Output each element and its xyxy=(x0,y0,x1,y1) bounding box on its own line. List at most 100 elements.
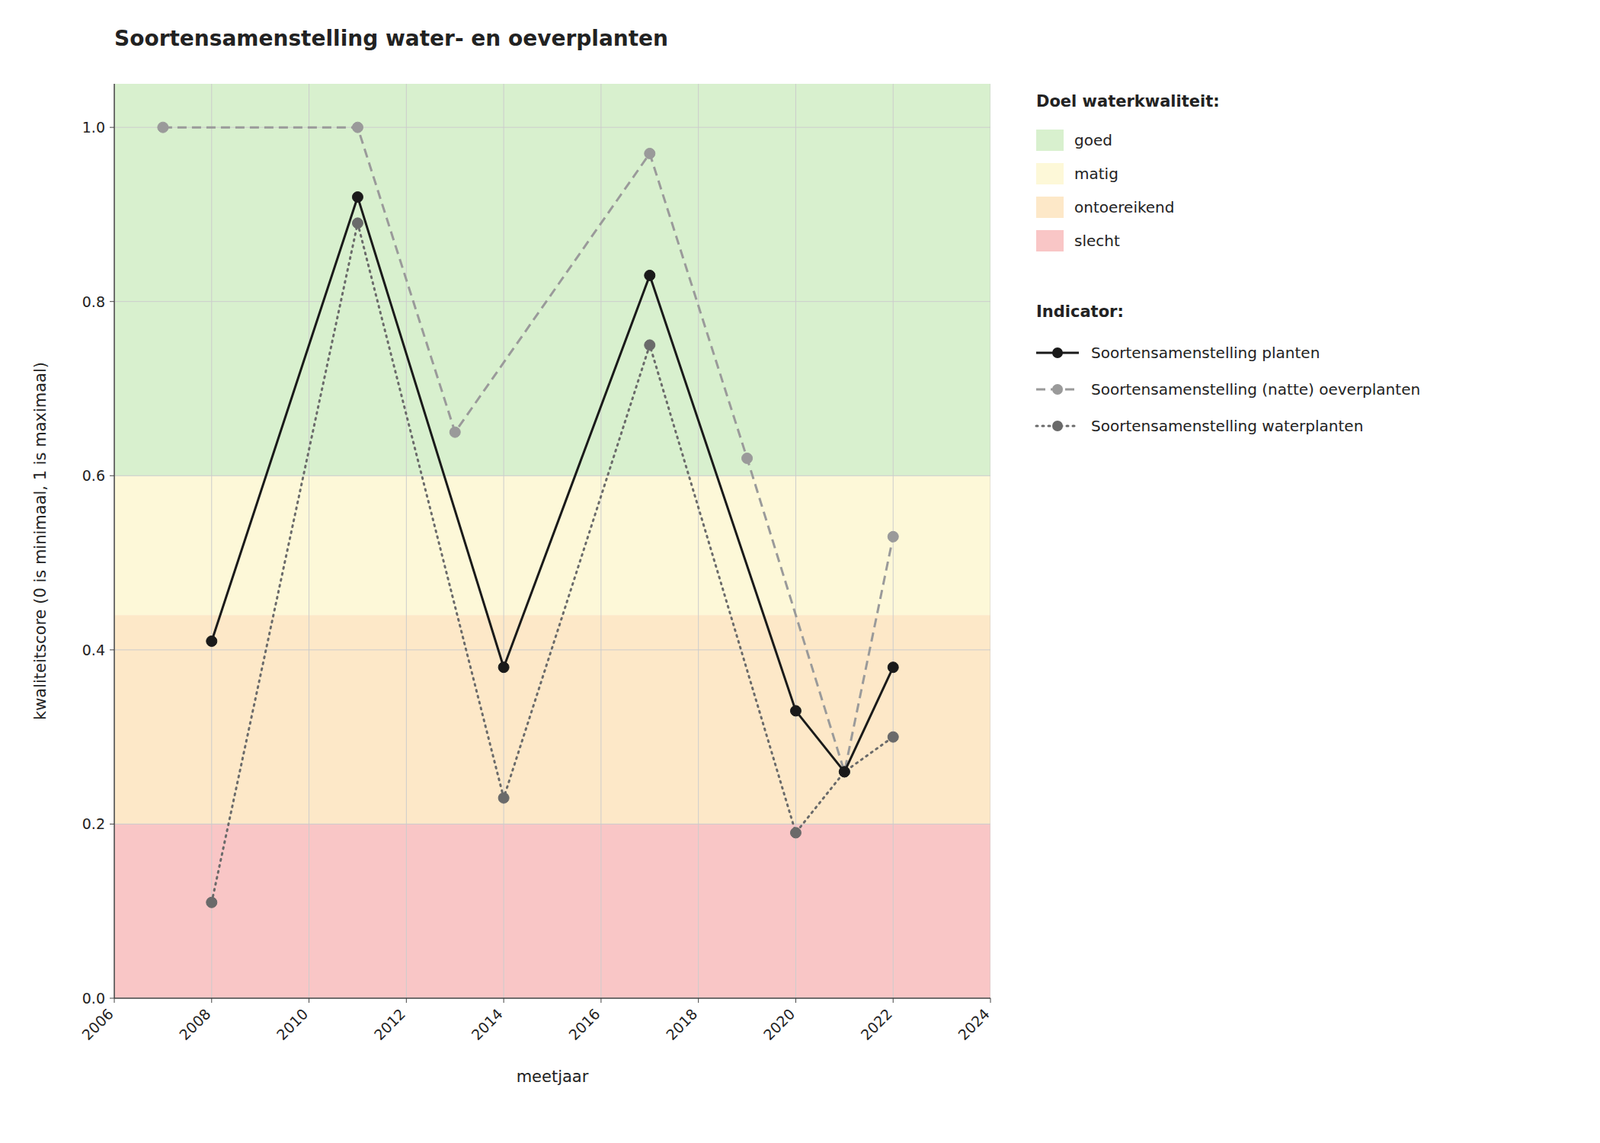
series-marker xyxy=(790,705,801,717)
series-marker xyxy=(838,766,850,778)
legend-title: Indicator: xyxy=(1036,302,1124,321)
y-axis-line xyxy=(113,83,116,999)
series-marker xyxy=(838,766,850,778)
x-tick xyxy=(406,998,407,1003)
series-marker xyxy=(790,827,801,839)
series-marker xyxy=(838,766,850,778)
grid-line-y xyxy=(114,127,991,128)
y-tick-label: 0.4 xyxy=(82,641,106,659)
y-tick xyxy=(109,823,115,825)
plot-area xyxy=(114,83,991,999)
series-marker xyxy=(644,339,656,351)
legend-title: Doel waterkwaliteit: xyxy=(1036,92,1220,111)
legend-marker xyxy=(1052,420,1063,432)
legend-swatch xyxy=(1036,129,1064,151)
series-marker xyxy=(742,452,753,464)
legend-marker xyxy=(1052,384,1063,395)
y-tick xyxy=(109,127,115,128)
series-marker xyxy=(498,662,509,673)
y-tick-label: 0.2 xyxy=(82,815,106,832)
y-tick xyxy=(109,475,115,477)
legend-swatch xyxy=(1036,163,1064,185)
series-marker xyxy=(352,121,363,133)
series-marker xyxy=(498,792,509,804)
grid-line-y xyxy=(114,649,991,650)
band-legend: Doel waterkwaliteit: goed matig ontoereiken… xyxy=(1036,92,1220,252)
x-tick-label: 2022 xyxy=(857,1004,896,1044)
grid-line-x xyxy=(308,83,310,999)
grid-line-x xyxy=(406,83,407,999)
legend-label: goed xyxy=(1074,131,1113,150)
x-tick xyxy=(114,998,116,1003)
series xyxy=(157,121,899,778)
y-tick-label: 1.0 xyxy=(82,118,106,136)
series-line xyxy=(211,197,893,772)
grid-line-y xyxy=(114,300,991,302)
grid-line-x xyxy=(795,83,797,999)
legend-marker xyxy=(1052,347,1063,359)
x-tick xyxy=(600,998,602,1003)
x-tick-label: 2010 xyxy=(273,1004,312,1044)
legend-label: slecht xyxy=(1074,231,1120,250)
series-marker xyxy=(352,217,363,229)
x-axis-line xyxy=(114,997,991,999)
x-tick-label: 2020 xyxy=(760,1004,799,1044)
x-tick-label: 2018 xyxy=(662,1004,701,1044)
y-tick-label: 0.0 xyxy=(82,989,106,1007)
legend-label: Soortensamenstelling waterplanten xyxy=(1091,416,1364,436)
series-marker xyxy=(887,531,899,542)
x-tick-label: 2014 xyxy=(467,1004,506,1044)
x-tick-label: 2006 xyxy=(78,1004,117,1044)
x-tick xyxy=(990,998,992,1003)
chart-container: Soortensamenstelling water- en oeverplan… xyxy=(0,0,1600,1143)
grid-line-y xyxy=(114,475,991,477)
y-tick-label: 0.8 xyxy=(82,293,106,311)
series-line xyxy=(163,127,893,772)
y-tick xyxy=(109,300,115,302)
grid-line-x xyxy=(211,83,212,999)
series-marker xyxy=(206,635,218,647)
legend-swatch xyxy=(1036,230,1064,252)
background-band xyxy=(114,83,991,476)
x-tick xyxy=(308,998,310,1003)
y-tick-label: 0.6 xyxy=(82,467,106,484)
series-marker xyxy=(157,121,169,133)
background-band xyxy=(114,475,991,615)
series-legend: Indicator: Soortensamenstelling planten So… xyxy=(1036,302,1421,436)
x-tick-label: 2016 xyxy=(565,1004,604,1044)
legend-label: matig xyxy=(1074,164,1119,183)
x-tick xyxy=(795,998,797,1003)
grid-line-x xyxy=(503,83,505,999)
y-tick xyxy=(109,649,115,650)
y-tick xyxy=(109,998,115,999)
series-marker xyxy=(887,731,899,743)
background-band xyxy=(114,823,991,999)
series xyxy=(206,217,899,908)
x-tick-label: 2024 xyxy=(954,1004,993,1044)
grid-line-y xyxy=(114,823,991,825)
series-marker xyxy=(449,426,461,438)
x-tick xyxy=(503,998,505,1003)
x-axis-label: meetjaar xyxy=(516,1067,589,1086)
x-tick xyxy=(211,998,212,1003)
series-line xyxy=(211,223,893,903)
x-tick xyxy=(697,998,699,1003)
series xyxy=(206,192,899,778)
legend-label: Soortensamenstelling (natte) oeverplante… xyxy=(1091,380,1421,399)
chart-svg: Soortensamenstelling water- en oeverplan… xyxy=(0,0,1600,1143)
legend-swatch xyxy=(1036,196,1064,218)
grid-line-x xyxy=(114,83,116,999)
x-tick-label: 2012 xyxy=(370,1004,409,1044)
legend-label: ontoereikend xyxy=(1074,198,1175,217)
x-tick-label: 2008 xyxy=(176,1004,215,1044)
legend-label: Soortensamenstelling planten xyxy=(1091,343,1320,362)
series-marker xyxy=(644,269,656,281)
series-marker xyxy=(887,662,899,673)
x-tick xyxy=(892,998,894,1003)
grid-line-y xyxy=(114,998,991,999)
grid-line-x xyxy=(990,83,992,999)
series-marker xyxy=(644,147,656,159)
title: Soortensamenstelling water- en oeverplan… xyxy=(114,25,669,52)
y-axis-label: kwaliteitscore (0 is minimaal, 1 is maxi… xyxy=(31,361,50,720)
series-marker xyxy=(352,192,363,203)
